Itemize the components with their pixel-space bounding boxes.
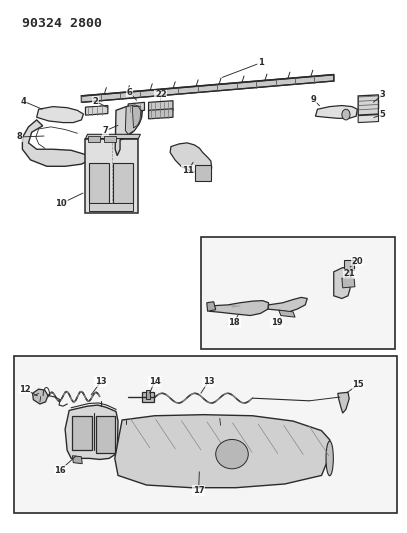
Text: 11: 11 [182,166,194,175]
Polygon shape [115,415,332,488]
Polygon shape [37,107,83,123]
Text: 16: 16 [55,466,66,474]
Text: 4: 4 [21,97,26,106]
Bar [89,203,133,211]
Text: 3: 3 [380,91,385,99]
Polygon shape [279,310,295,317]
Text: 22: 22 [155,91,166,99]
Bar [88,136,100,142]
Bar [89,163,109,203]
Bar [113,163,133,203]
Polygon shape [85,106,108,115]
Bar [104,136,116,142]
Polygon shape [85,134,140,139]
Polygon shape [65,405,118,459]
Text: 10: 10 [55,199,67,208]
Text: 90324 2800: 90324 2800 [22,17,103,30]
Polygon shape [170,143,212,177]
Text: 15: 15 [352,381,364,389]
Polygon shape [149,109,173,119]
Polygon shape [342,278,355,288]
Text: 8: 8 [17,133,22,141]
Bar [146,390,150,399]
Text: 5: 5 [380,110,385,119]
Ellipse shape [216,439,248,469]
Text: 9: 9 [311,95,316,104]
Polygon shape [358,95,379,115]
Bar [14,356,397,513]
Text: 13: 13 [95,377,107,386]
Text: 18: 18 [228,318,240,327]
Bar [72,416,92,450]
Polygon shape [81,75,334,102]
Text: 1: 1 [258,59,263,67]
Polygon shape [315,106,357,118]
Polygon shape [149,101,173,112]
Polygon shape [128,102,144,112]
Polygon shape [125,105,142,134]
Polygon shape [334,268,351,298]
Bar [344,260,354,270]
Text: 6: 6 [127,88,132,96]
Circle shape [342,109,350,120]
Bar [96,416,115,453]
Text: 19: 19 [271,318,282,327]
Polygon shape [22,120,88,166]
Polygon shape [85,139,138,213]
Text: 17: 17 [193,486,204,495]
Text: 13: 13 [203,377,214,386]
Polygon shape [132,107,141,128]
Polygon shape [208,301,269,316]
Polygon shape [115,105,142,156]
Text: 14: 14 [149,377,160,386]
Bar [142,392,154,402]
Text: 21: 21 [344,270,355,278]
Text: 7: 7 [103,126,109,135]
Text: 12: 12 [19,385,30,393]
Polygon shape [338,392,349,413]
Polygon shape [33,389,48,404]
Polygon shape [358,115,379,123]
Text: 20: 20 [352,257,363,265]
Text: 2: 2 [93,97,98,106]
Polygon shape [207,302,216,311]
Ellipse shape [326,441,333,475]
Bar [201,237,395,349]
Bar [195,165,211,181]
Polygon shape [268,297,307,312]
Polygon shape [72,456,82,464]
